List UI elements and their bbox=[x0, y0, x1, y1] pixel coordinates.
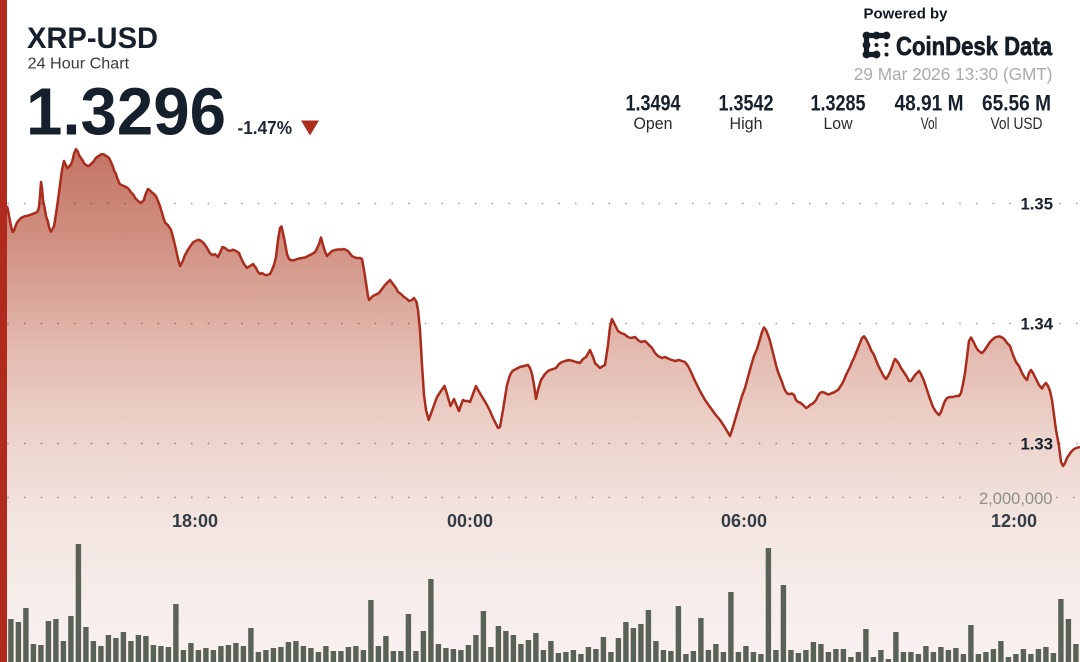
svg-text:Powered by: Powered by bbox=[864, 6, 949, 23]
svg-text:48.91 M: 48.91 M bbox=[895, 90, 964, 115]
svg-text:CoinDesk Data: CoinDesk Data bbox=[896, 31, 1052, 61]
svg-text:18:00: 18:00 bbox=[172, 511, 218, 531]
svg-text:1.35: 1.35 bbox=[1021, 194, 1054, 213]
svg-text:-1.47%: -1.47% bbox=[238, 117, 293, 138]
svg-text:06:00: 06:00 bbox=[721, 511, 767, 531]
svg-text:00:00: 00:00 bbox=[447, 511, 493, 531]
svg-text:1.33: 1.33 bbox=[1021, 434, 1054, 453]
svg-text:Open: Open bbox=[634, 114, 673, 133]
svg-text:65.56 M: 65.56 M bbox=[982, 90, 1051, 115]
svg-text:24 Hour Chart: 24 Hour Chart bbox=[28, 56, 130, 73]
svg-text:Vol: Vol bbox=[921, 114, 938, 133]
svg-text:1.3296: 1.3296 bbox=[26, 74, 226, 149]
svg-text:1.3494: 1.3494 bbox=[626, 90, 682, 115]
svg-text:Vol USD: Vol USD bbox=[991, 114, 1043, 133]
svg-text:XRP-USD: XRP-USD bbox=[27, 22, 158, 55]
svg-text:Low: Low bbox=[824, 114, 854, 133]
svg-text:1.3285: 1.3285 bbox=[811, 90, 866, 115]
svg-text:1.3542: 1.3542 bbox=[719, 90, 774, 115]
svg-text:High: High bbox=[730, 114, 763, 133]
svg-text:1.34: 1.34 bbox=[1021, 314, 1054, 333]
svg-text:2,000,000: 2,000,000 bbox=[979, 489, 1053, 508]
svg-text:29 Mar 2026 13:30 (GMT): 29 Mar 2026 13:30 (GMT) bbox=[854, 64, 1053, 84]
svg-text:12:00: 12:00 bbox=[991, 511, 1037, 531]
